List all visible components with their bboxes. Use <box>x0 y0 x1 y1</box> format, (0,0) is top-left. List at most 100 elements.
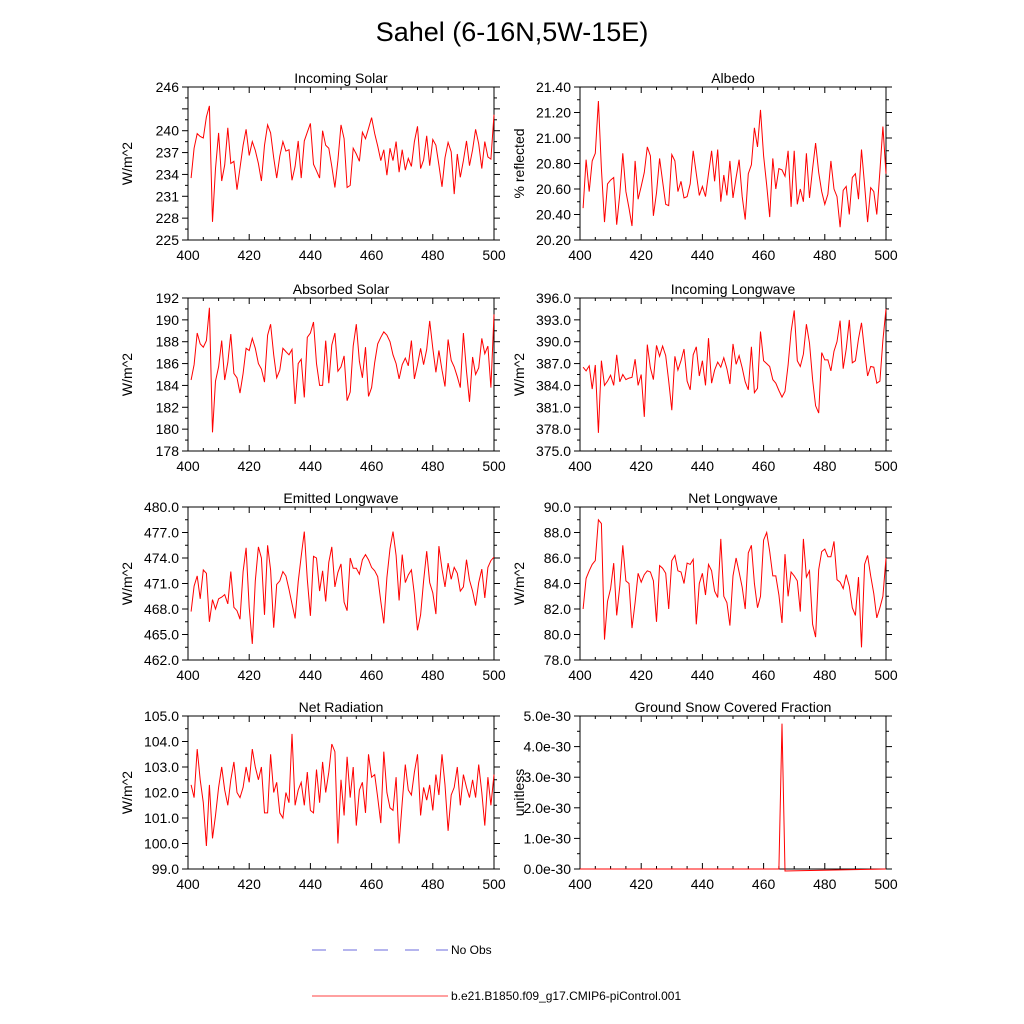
series-line-emitted-longwave <box>190 531 495 644</box>
y-axis-label: W/m^2 <box>511 562 527 605</box>
x-tick-label: 500 <box>874 667 898 683</box>
x-tick-label: 460 <box>360 458 384 474</box>
plot-frame <box>187 506 495 661</box>
x-tick-label: 400 <box>176 667 200 683</box>
y-tick-label: 190 <box>156 312 180 328</box>
y-tick-label: 188 <box>156 334 180 350</box>
panel-ground-snow-covered-fraction: Ground Snow Covered Fraction unitless 400 4… <box>511 699 898 892</box>
panel-incoming-longwave: Incoming Longwave W/m^2 400 420 440 460 480 500… <box>511 281 898 474</box>
panel-title: Net Longwave <box>688 490 778 506</box>
plot-frame <box>187 715 495 870</box>
x-tick-label: 440 <box>299 876 323 892</box>
x-tick-label: 480 <box>421 247 445 263</box>
x-tick-label: 460 <box>752 667 776 683</box>
plot-frame <box>579 715 887 870</box>
x-tick-label: 500 <box>874 247 898 263</box>
panel-absorbed-solar: Absorbed Solar W/m^2 400 420 440 460 480 500 178… <box>119 281 506 474</box>
x-tick-label: 440 <box>299 667 323 683</box>
series-line-incoming-longwave <box>582 308 887 433</box>
y-tick-label: 1.0e-30 <box>524 830 572 846</box>
y-tick-label: 237 <box>156 145 180 161</box>
legend-item-model: b.e21.B1850.f09_g17.CMIP6-piControl.001 <box>312 989 681 1003</box>
x-tick-label: 420 <box>238 458 262 474</box>
y-tick-label: 2.0e-30 <box>524 800 572 816</box>
y-tick-label: 182 <box>156 399 180 415</box>
panel-emitted-longwave: Emitted Longwave W/m^2 400 420 440 460 480 500 4… <box>119 490 506 683</box>
y-tick-label: 192 <box>156 290 180 306</box>
y-tick-label: 90.0 <box>544 499 571 515</box>
y-tick-label: 3.0e-30 <box>524 769 572 785</box>
y-tick-label: 178 <box>156 443 180 459</box>
y-tick-label: 390.0 <box>536 334 571 350</box>
y-tick-label: 384.0 <box>536 377 571 393</box>
x-tick-label: 500 <box>482 667 506 683</box>
y-tick-label: 99.0 <box>152 861 179 877</box>
y-tick-label: 387.0 <box>536 356 571 372</box>
y-tick-label: 5.0e-30 <box>524 708 572 724</box>
y-tick-label: 381.0 <box>536 399 571 415</box>
y-tick-label: 468.0 <box>144 601 179 617</box>
legend: No Obs b.e21.B1850.f09_g17.CMIP6-piContr… <box>312 943 681 1003</box>
y-tick-label: 375.0 <box>536 443 571 459</box>
x-tick-label: 460 <box>752 247 776 263</box>
x-tick-label: 460 <box>360 247 384 263</box>
y-axis-label: W/m^2 <box>119 142 135 185</box>
x-tick-label: 500 <box>482 458 506 474</box>
y-axis-label: W/m^2 <box>119 562 135 605</box>
x-tick-label: 420 <box>630 876 654 892</box>
series-line-absorbed-solar <box>190 307 495 433</box>
y-tick-label: 396.0 <box>536 290 571 306</box>
y-tick-label: 234 <box>156 166 180 182</box>
panel-net-longwave: Net Longwave W/m^2 400 420 440 460 480 500 78.0 8… <box>511 490 898 683</box>
series-line-albedo <box>582 100 887 228</box>
y-tick-label: 82.0 <box>544 601 571 617</box>
y-tick-label: 20.20 <box>536 232 571 248</box>
panel-title: Ground Snow Covered Fraction <box>635 699 832 715</box>
x-tick-label: 500 <box>482 247 506 263</box>
series-line-net-longwave <box>582 518 887 648</box>
y-tick-label: 462.0 <box>144 652 179 668</box>
y-tick-label: 480.0 <box>144 499 179 515</box>
x-tick-label: 500 <box>874 458 898 474</box>
y-axis-label: % reflected <box>511 128 527 198</box>
x-tick-label: 480 <box>813 247 837 263</box>
x-tick-label: 420 <box>630 247 654 263</box>
x-tick-label: 480 <box>813 876 837 892</box>
y-tick-label: 393.0 <box>536 312 571 328</box>
y-tick-label: 104.0 <box>144 734 179 750</box>
y-tick-label: 88.0 <box>544 525 571 541</box>
y-tick-label: 246 <box>156 79 180 95</box>
x-tick-label: 420 <box>238 247 262 263</box>
legend-item-no-obs: No Obs <box>312 943 492 957</box>
panel-incoming-solar: Incoming Solar W/m^2 400 420 440 460 480 500 225… <box>119 70 506 263</box>
y-tick-label: 100.0 <box>144 836 179 852</box>
x-tick-label: 500 <box>874 876 898 892</box>
x-tick-label: 480 <box>421 667 445 683</box>
x-tick-label: 480 <box>813 667 837 683</box>
panel-title: Net Radiation <box>299 699 384 715</box>
x-tick-label: 400 <box>176 458 200 474</box>
panel-net-radiation: Net Radiation W/m^2 400 420 440 460 480 500 99.0… <box>119 699 506 892</box>
panel-title: Incoming Longwave <box>671 281 796 297</box>
y-tick-label: 102.0 <box>144 785 179 801</box>
x-tick-label: 460 <box>752 458 776 474</box>
y-tick-label: 240 <box>156 123 180 139</box>
x-tick-label: 460 <box>360 667 384 683</box>
x-tick-label: 460 <box>360 876 384 892</box>
y-tick-label: 84.0 <box>544 576 571 592</box>
panel-title: Emitted Longwave <box>283 490 398 506</box>
x-tick-label: 440 <box>691 667 715 683</box>
x-tick-label: 460 <box>752 876 776 892</box>
y-tick-label: 20.40 <box>536 207 571 223</box>
panel-title: Albedo <box>711 70 755 86</box>
plot-frame <box>579 86 887 241</box>
y-tick-label: 21.40 <box>536 79 571 95</box>
x-tick-label: 420 <box>238 876 262 892</box>
x-tick-label: 440 <box>299 247 323 263</box>
series-line-incoming-solar <box>190 105 495 222</box>
x-tick-label: 400 <box>568 458 592 474</box>
series-line-net-radiation <box>190 733 495 847</box>
legend-label-no-obs: No Obs <box>451 943 492 957</box>
y-tick-label: 101.0 <box>144 810 179 826</box>
